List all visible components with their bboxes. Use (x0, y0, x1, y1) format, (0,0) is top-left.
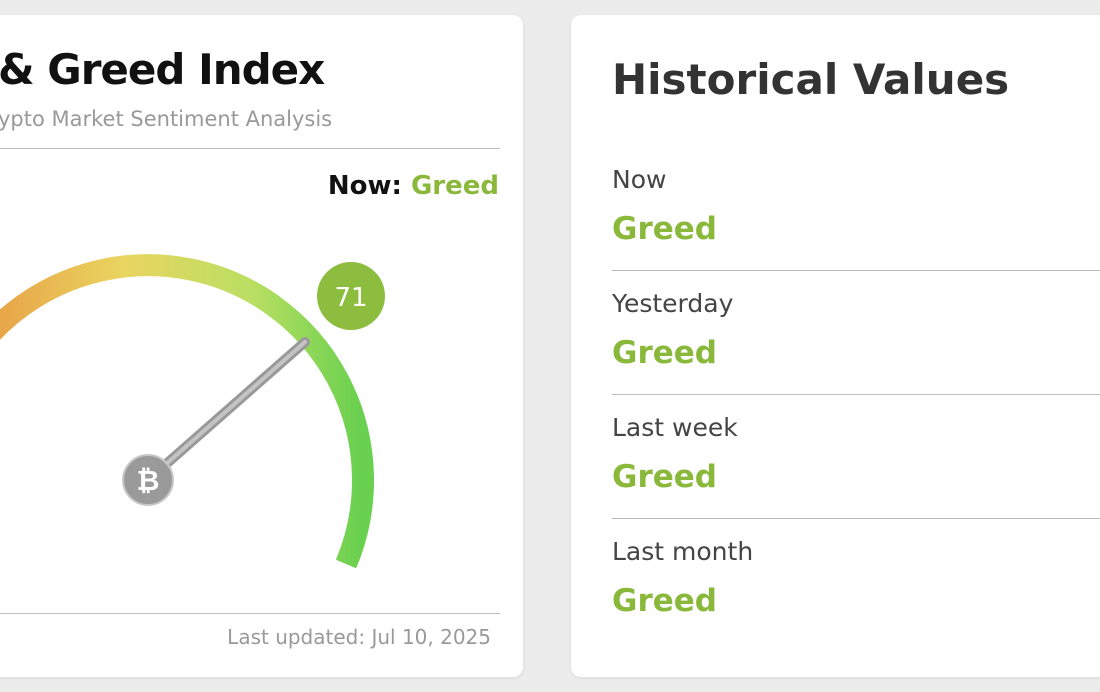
now-label: Now: (327, 171, 402, 201)
row-label: Last month (612, 537, 754, 566)
card-title: & Greed Index (0, 45, 325, 94)
value-badge (317, 262, 385, 330)
gauge-arc (0, 254, 374, 569)
row-label: Now (612, 165, 667, 194)
divider (612, 394, 1100, 395)
divider (0, 148, 500, 149)
index-card: & Greed Index ypto Market Sentiment Anal… (0, 15, 523, 677)
needle-highlight (146, 340, 307, 482)
last-updated: Last updated: Jul 10, 2025 (227, 625, 491, 649)
gauge-value: 71 (334, 283, 367, 313)
divider (612, 518, 1100, 519)
needle-hub (122, 454, 174, 506)
history-card: Historical Values Now Greed Yesterday Greed… (571, 15, 1100, 677)
row-label: Last week (612, 413, 738, 442)
now-status: Now: Greed (328, 171, 499, 201)
divider (612, 270, 1100, 271)
divider (0, 613, 500, 614)
history-title: Historical Values (612, 55, 1010, 104)
row-value: Greed (612, 211, 717, 247)
now-value: Greed (410, 171, 499, 201)
row-value: Greed (612, 459, 717, 495)
row-label: Yesterday (612, 289, 734, 318)
card-subtitle: ypto Market Sentiment Analysis (0, 107, 333, 131)
gauge: ₿ 71 (0, 254, 385, 569)
row-value: Greed (612, 583, 717, 619)
bitcoin-icon: ₿ (137, 464, 160, 497)
row-value: Greed (612, 335, 717, 371)
